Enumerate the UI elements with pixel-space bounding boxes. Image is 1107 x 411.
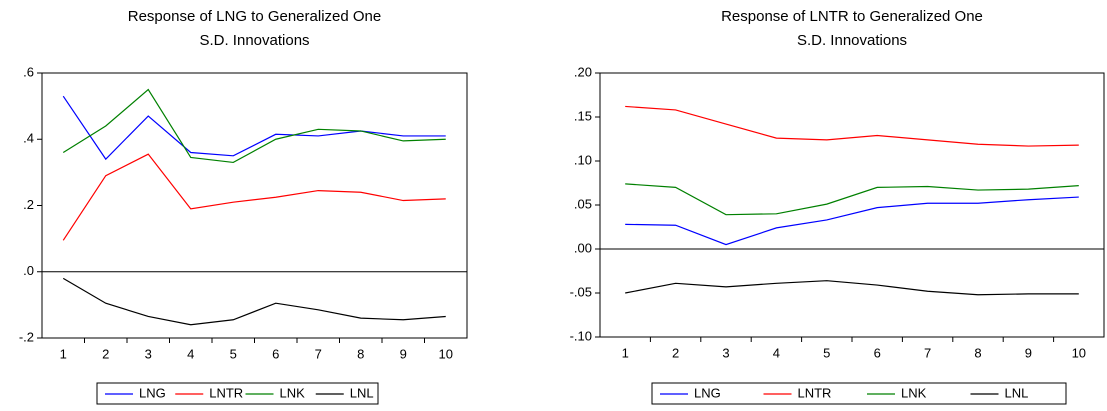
- x-tick-label: 4: [187, 346, 194, 361]
- y-tick-label: -.05: [570, 284, 592, 299]
- x-tick-label: 5: [823, 345, 830, 360]
- series-line: [625, 196, 1079, 246]
- y-tick-label: .00: [574, 240, 592, 255]
- x-tick-label: 3: [722, 345, 729, 360]
- legend-box: [96, 382, 379, 405]
- y-tick-label: -.10: [570, 328, 592, 343]
- plot-frame: [41, 72, 468, 339]
- y-tick-label: -.2: [19, 329, 34, 344]
- legend-label: LNK: [280, 385, 306, 400]
- legend-label: LNTR: [798, 385, 832, 400]
- series-line: [625, 280, 1079, 296]
- chart-title: S.D. Innovations: [199, 32, 309, 49]
- x-tick-label: 2: [672, 345, 679, 360]
- x-tick-label: 7: [315, 346, 322, 361]
- legend-label: LNG: [694, 385, 721, 400]
- y-tick-label: .0: [23, 263, 34, 278]
- x-tick-label: 1: [622, 345, 629, 360]
- y-tick-label: .4: [23, 131, 34, 146]
- x-tick-label: 10: [439, 346, 453, 361]
- x-tick-label: 10: [1072, 345, 1086, 360]
- legend-label: LNL: [1005, 385, 1029, 400]
- x-tick-label: 8: [974, 345, 981, 360]
- y-tick-label: .20: [574, 64, 592, 79]
- x-tick-label: 3: [145, 346, 152, 361]
- x-tick-label: 2: [102, 346, 109, 361]
- x-tick-label: 9: [400, 346, 407, 361]
- x-tick-label: 6: [874, 345, 881, 360]
- chart-title: Response of LNTR to Generalized One: [721, 8, 983, 25]
- y-tick-label: .15: [574, 108, 592, 123]
- plot-frame: [599, 72, 1105, 338]
- legend-label: LNK: [901, 385, 927, 400]
- series-line: [625, 183, 1079, 216]
- x-tick-label: 7: [924, 345, 931, 360]
- y-tick-label: .6: [23, 64, 34, 79]
- x-tick-label: 4: [773, 345, 780, 360]
- chart-title: S.D. Innovations: [797, 32, 907, 49]
- x-tick-label: 5: [230, 346, 237, 361]
- y-tick-label: .2: [23, 197, 34, 212]
- legend-label: LNTR: [209, 385, 243, 400]
- legend-label: LNL: [350, 385, 374, 400]
- series-line: [62, 277, 446, 326]
- x-tick-label: 6: [272, 346, 279, 361]
- legend-box: [651, 382, 1067, 405]
- legend-label: LNG: [139, 385, 166, 400]
- x-tick-label: 8: [357, 346, 364, 361]
- series-line: [62, 153, 446, 241]
- x-tick-label: 1: [60, 346, 67, 361]
- series-line: [62, 88, 446, 164]
- series-line: [62, 95, 446, 161]
- series-line: [625, 105, 1079, 147]
- chart-title: Response of LNG to Generalized One: [128, 8, 381, 25]
- y-tick-label: .05: [574, 196, 592, 211]
- y-tick-label: .10: [574, 152, 592, 167]
- x-tick-label: 9: [1025, 345, 1032, 360]
